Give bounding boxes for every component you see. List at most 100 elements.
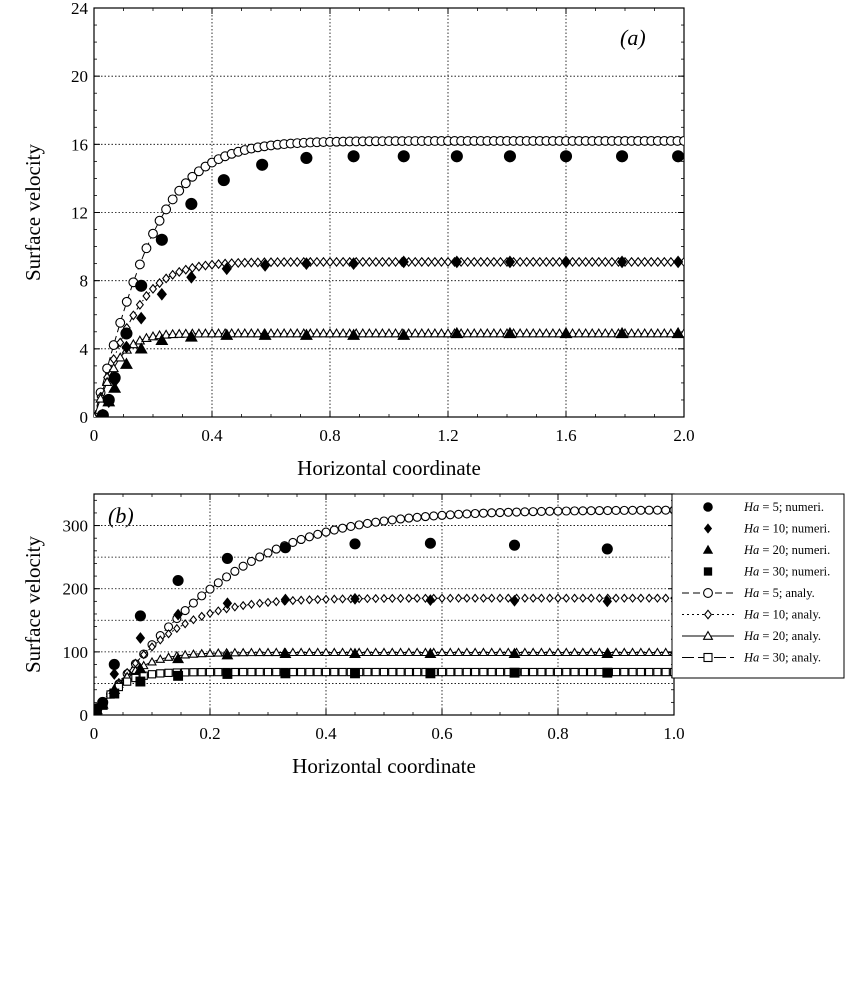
analytic-marker <box>213 578 223 588</box>
analytic-marker <box>542 256 551 268</box>
x-tick-label: 1.6 <box>555 426 576 445</box>
analytic-marker <box>330 667 339 677</box>
analytic-marker <box>180 649 191 659</box>
analytic-marker <box>577 647 588 657</box>
analytic-marker <box>639 327 651 338</box>
analytic-marker <box>379 667 389 677</box>
analytic-marker <box>297 595 305 605</box>
legend-label: Ha = 5; numeri. <box>743 500 824 514</box>
analytic-marker <box>468 327 480 338</box>
analytic-marker <box>296 647 307 657</box>
data-point <box>280 593 291 606</box>
analytic-marker <box>520 507 530 517</box>
analytic-marker <box>594 506 604 516</box>
y-tick-label: 24 <box>71 0 89 18</box>
analytic-marker <box>313 594 322 605</box>
analytic-marker <box>652 327 664 338</box>
analytic-marker <box>173 623 181 634</box>
analytic-marker <box>422 327 434 338</box>
data-point <box>217 174 230 187</box>
data-point <box>602 667 613 678</box>
plot-area <box>94 135 684 417</box>
analytic-marker <box>495 507 505 518</box>
analytic-marker <box>628 593 637 603</box>
analytic-marker <box>213 328 224 338</box>
analytic-marker <box>537 667 546 677</box>
data-point <box>120 327 133 340</box>
legend-ha: Ha <box>743 629 759 643</box>
analytic-marker <box>519 647 530 657</box>
legend-entry: Ha = 30; numeri. <box>703 565 830 579</box>
analytic-marker <box>330 594 339 604</box>
legend-text: = 10; analy. <box>759 608 821 622</box>
legend-ha: Ha <box>743 522 759 536</box>
analytic-marker <box>148 642 156 652</box>
data-point <box>256 158 269 171</box>
legend-text: = 20; analy. <box>759 629 821 643</box>
data-point <box>134 662 147 674</box>
legend-ha: Ha <box>743 651 759 665</box>
analytic-marker <box>562 593 571 603</box>
legend-ha: Ha <box>743 608 759 622</box>
analytic-marker <box>470 647 481 657</box>
analytic-marker <box>437 647 447 657</box>
analytic-marker <box>354 520 364 530</box>
analytic-marker <box>661 667 670 677</box>
analytic-marker <box>424 256 433 268</box>
analytic-marker <box>586 667 596 677</box>
analytic-marker <box>634 256 643 268</box>
analytic-marker <box>555 256 564 268</box>
analytic-marker <box>114 352 126 362</box>
analytic-marker <box>628 667 637 677</box>
analytic-marker <box>214 606 223 616</box>
analytic-marker <box>461 647 472 657</box>
analytic-marker <box>188 598 198 608</box>
analytic-marker <box>454 593 463 603</box>
analytic-marker <box>154 215 165 226</box>
analytic-marker <box>462 509 472 519</box>
legend-marker <box>703 609 713 620</box>
analytic-marker <box>161 204 172 215</box>
analytic-marker <box>181 264 190 275</box>
series-filled-triangle-numeric <box>98 326 684 417</box>
analytic-marker <box>229 647 240 657</box>
analytic-marker <box>553 506 563 516</box>
analytic-marker <box>231 602 239 612</box>
analytic-marker <box>332 256 341 268</box>
analytic-marker <box>321 667 331 677</box>
analytic-marker <box>222 572 232 582</box>
data-point <box>109 668 120 680</box>
y-tick-label: 8 <box>80 272 89 291</box>
analytic-marker <box>304 532 314 542</box>
data-point <box>134 610 146 622</box>
analytic-marker <box>155 277 164 289</box>
analytic-marker <box>535 256 544 268</box>
data-point <box>102 395 116 407</box>
analytic-marker <box>412 667 422 677</box>
legend-label: Ha = 20; analy. <box>743 629 821 643</box>
analytic-marker <box>653 256 662 268</box>
analytic-marker <box>245 327 257 338</box>
analytic-marker <box>196 648 207 658</box>
data-point <box>258 328 272 340</box>
analytic-marker <box>141 243 152 254</box>
analytic-marker <box>470 667 480 677</box>
y-tick-label: 16 <box>71 135 88 154</box>
analytic-marker <box>246 647 257 657</box>
analytic-marker <box>324 327 336 338</box>
analytic-marker <box>479 593 488 603</box>
data-point <box>602 595 613 608</box>
legend-text: = 5; numeri. <box>759 500 824 514</box>
analytic-marker <box>586 506 596 516</box>
analytic-marker <box>420 512 430 522</box>
analytic-marker <box>232 327 244 338</box>
analytic-marker <box>108 362 120 373</box>
analytic-marker <box>438 593 446 603</box>
legend-label: Ha = 30; numeri. <box>743 565 830 579</box>
analytic-marker <box>173 328 185 338</box>
legend-ha: Ha <box>743 565 759 579</box>
data-point <box>301 257 312 271</box>
data-point <box>97 699 108 710</box>
data-point <box>136 311 147 325</box>
analytic-marker <box>619 505 629 515</box>
